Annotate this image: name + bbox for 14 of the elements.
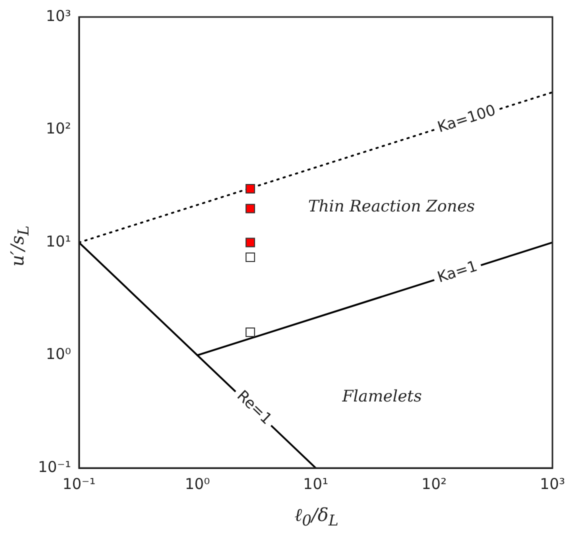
y-tick-label: 10⁻¹ [38, 458, 72, 476]
y-tick-label: 10⁰ [46, 345, 72, 364]
x-tick-label: 10⁰ [184, 474, 210, 493]
y-tick-label: 10³ [46, 6, 72, 25]
y-tick-label: 10¹ [46, 232, 72, 250]
x-tick-label: 10² [422, 474, 447, 493]
x-axis-title: ℓ$_{0}$/δ$_{L}$ [294, 505, 340, 530]
x-tick-label: 10¹ [303, 474, 328, 493]
annotation: Thin Reaction Zones [308, 196, 475, 216]
annotation: Ka=1 [435, 256, 480, 286]
x-tick-label: 10³ [540, 474, 566, 493]
x-tick-label: 10⁻¹ [62, 474, 96, 493]
y-tick-label: 10² [46, 120, 72, 138]
annotation: Flamelets [342, 386, 422, 406]
